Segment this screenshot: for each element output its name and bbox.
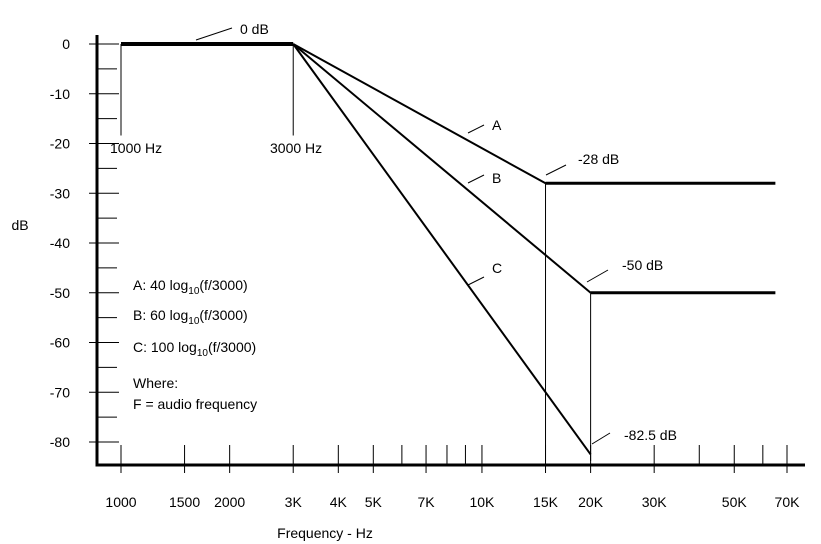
x-tick-label: 1500 xyxy=(169,494,200,510)
y-tick-label: -70 xyxy=(50,384,70,400)
annotation-text: -28 dB xyxy=(578,151,619,167)
where-definition: F = audio frequency xyxy=(133,396,257,412)
legend-formula-subscript: 10 xyxy=(188,316,200,327)
x-tick-label: 2000 xyxy=(214,494,245,510)
x-axis-title: Frequency - Hz xyxy=(277,525,373,541)
x-tick-label: 50K xyxy=(722,494,748,510)
y-tick-label: -40 xyxy=(50,235,70,251)
legend-formula-prefix: B: 60 log xyxy=(133,307,188,323)
where-heading: Where: xyxy=(133,375,178,391)
legend-formula: A: 40 log10(f/3000) xyxy=(133,277,248,297)
y-axis-title: dB xyxy=(11,217,28,233)
x-tick-label: 5K xyxy=(365,494,383,510)
legend-formula-subscript: 10 xyxy=(197,348,209,359)
annotation-text: 1000 Hz xyxy=(110,140,162,156)
y-tick-label: -60 xyxy=(50,335,70,351)
annotation-leader xyxy=(591,432,611,445)
y-tick-label: -80 xyxy=(50,434,70,450)
legend-formula: B: 60 log10(f/3000) xyxy=(133,307,248,327)
legend-formula-prefix: C: 100 log xyxy=(133,339,197,355)
annotation-leader xyxy=(545,164,567,176)
annotation-text: 3000 Hz xyxy=(270,140,322,156)
y-tick-label: 0 xyxy=(62,36,70,52)
legend-formula-prefix: A: 40 log xyxy=(133,277,188,293)
y-tick-label: -30 xyxy=(50,185,70,201)
series-b-segment xyxy=(292,43,592,294)
series-label: A xyxy=(492,117,502,133)
series-a-segment xyxy=(292,43,547,185)
x-tick-label: 7K xyxy=(417,494,435,510)
y-tick-label: -50 xyxy=(50,285,70,301)
x-tick-label: 4K xyxy=(330,494,348,510)
legend-formula-suffix: (f/3000) xyxy=(208,339,256,355)
x-tick-label: 70K xyxy=(775,494,801,510)
x-tick-label: 10K xyxy=(469,494,495,510)
x-tick-label: 1000 xyxy=(105,494,136,510)
annotation-leader xyxy=(586,269,609,283)
annotation-leader xyxy=(195,27,233,41)
series-label-leader xyxy=(467,174,485,184)
legend-formula-suffix: (f/3000) xyxy=(199,307,247,323)
legend-formula: C: 100 log10(f/3000) xyxy=(133,339,256,359)
annotation-text: -82.5 dB xyxy=(624,427,677,443)
x-tick-label: 20K xyxy=(578,494,604,510)
x-tick-label: 15K xyxy=(533,494,559,510)
series-c-segment xyxy=(292,43,592,456)
series-label: C xyxy=(492,260,502,276)
x-tick-label: 3K xyxy=(285,494,303,510)
y-tick-label: -20 xyxy=(50,136,70,152)
series-label-leader xyxy=(467,124,485,134)
y-tick-label: -10 xyxy=(50,86,70,102)
series-label-leader xyxy=(467,276,485,286)
annotation-text: -50 dB xyxy=(622,257,663,273)
legend-formula-subscript: 10 xyxy=(188,286,200,297)
legend-formula-suffix: (f/3000) xyxy=(199,277,247,293)
annotation-text: 0 dB xyxy=(240,21,269,37)
series-label: B xyxy=(492,170,501,186)
x-tick-label: 30K xyxy=(642,494,668,510)
